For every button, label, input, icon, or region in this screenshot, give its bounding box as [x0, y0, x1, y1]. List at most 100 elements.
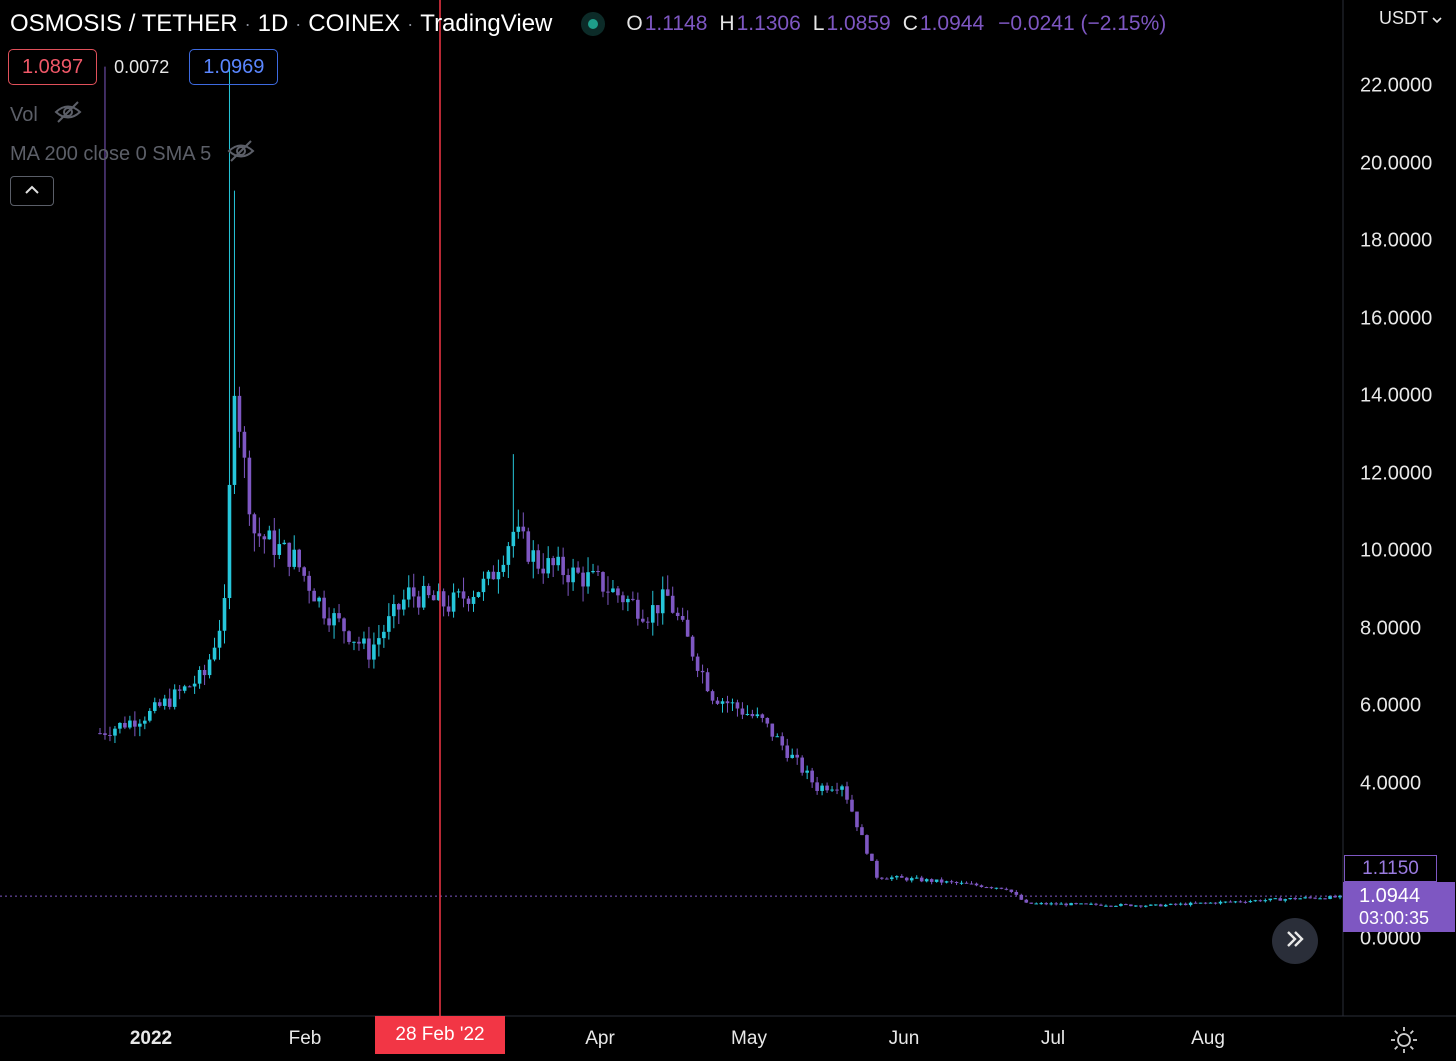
candle-body: [840, 786, 844, 790]
candle-body: [1238, 901, 1243, 903]
change-value: −0.0241 (−2.15%): [998, 12, 1167, 35]
candle-body: [1278, 898, 1283, 901]
chart-settings-button[interactable]: [1390, 1026, 1418, 1059]
eye-hidden-icon[interactable]: [54, 100, 82, 130]
collapse-legend-button[interactable]: [10, 176, 54, 206]
candle-body: [954, 881, 959, 884]
candle-body: [167, 698, 172, 707]
candle-body: [252, 514, 257, 534]
candle-body: [631, 598, 635, 600]
candle-body: [441, 591, 446, 607]
header-separator: ·: [407, 13, 414, 34]
y-tick-label: 12.0000: [1360, 462, 1433, 485]
sell-button[interactable]: 1.0897: [8, 49, 98, 85]
candle-body: [133, 720, 137, 727]
candle-body: [506, 546, 511, 565]
candle-body: [989, 887, 994, 889]
candle-body: [655, 605, 660, 614]
candle-body: [1104, 905, 1108, 907]
candle-body: [541, 568, 546, 574]
candle-body: [98, 733, 102, 735]
candle-body: [481, 578, 486, 593]
candle-body: [103, 733, 107, 736]
candle-body: [332, 613, 336, 626]
scroll-to-realtime-button[interactable]: [1272, 918, 1318, 964]
header-separator: ·: [244, 13, 251, 34]
x-tick-label: Aug: [1191, 1028, 1225, 1049]
candle-body: [501, 564, 506, 572]
close-label: C: [902, 12, 918, 35]
y-tick-label: 16.0000: [1360, 307, 1433, 330]
buy-button[interactable]: 1.0969: [189, 49, 279, 85]
candle-body: [511, 531, 516, 547]
candle-body: [860, 827, 864, 836]
candle-body: [969, 883, 974, 885]
candle-body: [765, 717, 770, 724]
candle-body: [182, 686, 187, 691]
candle-body: [695, 656, 700, 671]
candle-body: [531, 550, 536, 562]
candle-body: [272, 530, 277, 555]
close-value: 1.0944: [919, 12, 985, 35]
candle-body: [277, 544, 282, 555]
candle-body: [740, 708, 745, 715]
candle-body: [1024, 899, 1029, 903]
candle-body: [561, 556, 565, 576]
candle-body: [959, 882, 964, 884]
candle-body: [556, 556, 560, 566]
currency-label: USDT: [1379, 8, 1428, 28]
candle-body: [994, 887, 999, 889]
y-tick-label: 0.0000: [1360, 927, 1422, 950]
candle-body: [1318, 898, 1322, 900]
candle-body: [446, 606, 451, 612]
indicator-volume[interactable]: Vol: [10, 100, 82, 130]
eye-hidden-icon[interactable]: [227, 139, 255, 169]
candle-body: [1223, 901, 1228, 903]
candle-body: [650, 605, 655, 623]
candle-body: [830, 789, 834, 791]
x-tick-label: Jun: [888, 1028, 920, 1049]
x-tick-label: 2022: [129, 1028, 173, 1049]
candle-body: [825, 785, 829, 791]
candle-body: [820, 785, 824, 791]
candle-body: [546, 558, 550, 574]
candle-body: [536, 550, 541, 569]
indicator-label: MA 200 close 0 SMA 5: [10, 142, 212, 165]
candle-body: [984, 887, 989, 889]
candle-body: [377, 638, 381, 645]
candle-body: [1243, 901, 1248, 903]
candle-body: [1054, 903, 1058, 905]
candle-body: [1074, 903, 1078, 905]
candle-body: [1084, 903, 1088, 905]
y-tick-label: 4.0000: [1360, 772, 1422, 795]
candle-body: [1129, 904, 1133, 907]
candle-body: [337, 613, 341, 619]
candle-body: [521, 526, 526, 532]
indicator-ma[interactable]: MA 200 close 0 SMA 5: [10, 139, 255, 169]
double-chevron-right-icon: [1285, 930, 1305, 953]
candle-body: [411, 587, 416, 597]
symbol-name[interactable]: OSMOSIS / TETHER: [10, 10, 238, 37]
candle-body: [1168, 903, 1173, 905]
candle-body: [780, 736, 785, 746]
market-status-icon[interactable]: [588, 19, 599, 29]
candle-body: [257, 533, 262, 537]
candle-body: [416, 596, 421, 608]
candle-body: [222, 598, 227, 631]
candle-body: [875, 860, 879, 878]
currency-selector[interactable]: USDT: [1379, 8, 1442, 29]
spread-value: 0.0072: [114, 56, 170, 77]
candle-body: [466, 598, 471, 604]
interval-label[interactable]: 1D: [257, 10, 289, 37]
candle-body: [591, 571, 595, 573]
candle-body: [760, 714, 765, 718]
y-tick-label: 22.0000: [1360, 74, 1433, 97]
candle-body: [302, 567, 306, 576]
candle-body: [641, 618, 645, 622]
candle-body: [855, 811, 859, 828]
candle-body: [312, 590, 316, 602]
candle-body: [247, 457, 252, 515]
candle-body: [486, 571, 491, 579]
candle-body: [172, 689, 177, 707]
